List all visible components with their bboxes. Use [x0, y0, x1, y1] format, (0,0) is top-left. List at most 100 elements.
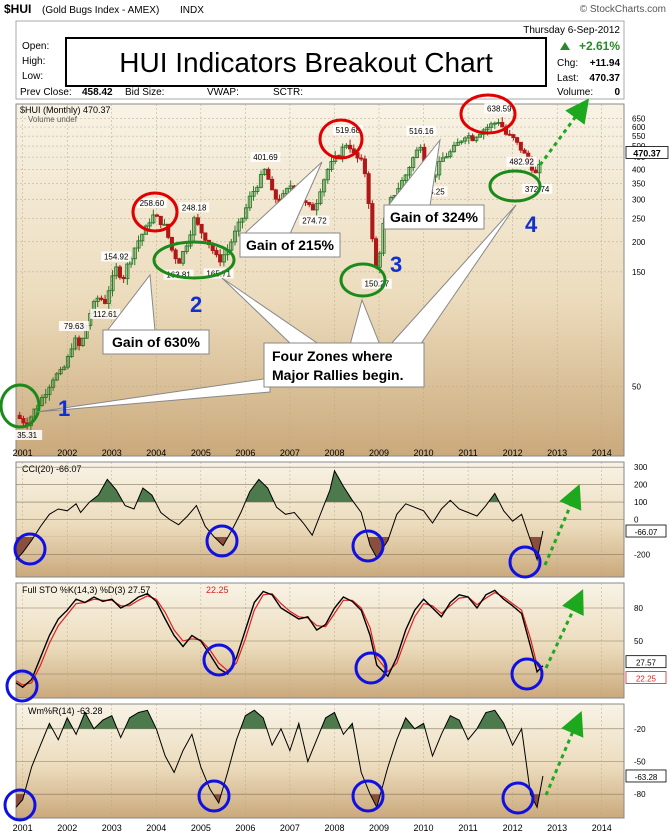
candle-body — [77, 337, 82, 347]
cci-overlays — [13, 483, 582, 579]
candle-body — [251, 191, 256, 197]
candle-body — [437, 160, 442, 176]
price-annotation-bg — [179, 202, 210, 213]
candle-body — [381, 222, 386, 254]
price-annotation-bg — [299, 215, 330, 226]
price-annotation: 79.63 — [64, 322, 85, 331]
sto-blue-circle-1 — [5, 669, 39, 703]
sto-plot — [15, 589, 544, 689]
candle-body — [43, 394, 48, 398]
sto-overlays — [5, 589, 584, 703]
last-label: Last: — [557, 73, 579, 84]
last-value: 470.37 — [589, 73, 620, 84]
zone-number-1: 1 — [58, 396, 70, 421]
candle-body — [477, 133, 483, 138]
candle-body — [184, 245, 189, 252]
price-annotation-bg — [522, 183, 553, 194]
wmr-blue-circle-2 — [197, 779, 231, 813]
wmr-y-axis: -20 -50 -80 -63.28 — [625, 725, 667, 799]
candle-body — [114, 266, 119, 277]
green-ellipse-zone-1 — [0, 383, 41, 429]
sto-d-line — [15, 591, 544, 686]
candle-body — [407, 167, 412, 176]
red-circle-2004-top — [131, 191, 179, 233]
candle-body — [373, 238, 379, 268]
candle-body — [166, 223, 171, 238]
prev-close-value: 458.42 — [82, 87, 113, 98]
cci-blue-circle-1 — [13, 532, 47, 566]
exchange: INDX — [180, 5, 204, 16]
candle-body — [158, 215, 163, 226]
candle-body — [288, 185, 293, 190]
candle-body — [533, 169, 538, 174]
volume-legend: Volume undef — [28, 115, 78, 124]
sto-legend: Full STO %K(14,3) %D(3) 27.57 22.25 — [22, 585, 229, 595]
candle-body — [80, 337, 85, 347]
price-x-axis: 2001 2002 2003 2004 2005 2006 2007 2008 2009 2010… — [13, 448, 612, 458]
zone-number-3: 3 — [390, 252, 402, 277]
bottom-x-tick-label: 2010 — [414, 823, 434, 833]
indicator-last-value: -63.28 — [635, 773, 658, 782]
candle-body — [366, 173, 371, 205]
price-y-tick-label: 400 — [632, 165, 646, 174]
cci-blue-circle-2 — [205, 524, 239, 558]
price-last-value: 470.37 — [633, 148, 661, 158]
price-x-tick-label: 2012 — [503, 448, 523, 458]
candle-body — [21, 418, 26, 424]
callout-box — [263, 342, 425, 388]
candle-body — [515, 137, 520, 143]
candle-body — [17, 414, 22, 419]
price-annotation-bg — [90, 308, 121, 319]
price-annotation-bg — [136, 197, 167, 208]
chart-title: HUI Indicators Breakout Chart — [119, 47, 493, 78]
indicator-y-tick-label: -20 — [634, 725, 646, 734]
green-ellipse-zone-2 — [152, 240, 236, 280]
gain-324-label: Gain of 324% — [390, 209, 478, 225]
price-annotation: 482.92 — [509, 158, 534, 167]
price-annotation: 258.60 — [140, 199, 165, 208]
price-y-tick-label: 600 — [632, 123, 646, 132]
price-annotation: 638.59 — [487, 105, 512, 114]
candle-body — [403, 174, 408, 181]
candle-body — [69, 348, 74, 357]
bottom-x-tick-label: 2002 — [57, 823, 77, 833]
candle-body — [474, 136, 479, 142]
candle-body — [522, 149, 527, 154]
price-x-tick-label: 2006 — [235, 448, 255, 458]
candle-body — [411, 157, 416, 168]
candle-body — [418, 146, 423, 151]
vwap-label: VWAP: — [207, 87, 239, 98]
candle-body — [370, 203, 375, 240]
bottom-x-tick-label: 2004 — [146, 823, 166, 833]
sto-blue-circle-4 — [510, 657, 544, 691]
candle-body — [463, 137, 468, 142]
candle-body — [232, 230, 238, 243]
chg-label: Chg: — [557, 58, 578, 69]
index-name: (Gold Bugs Index - AMEX) — [42, 5, 159, 16]
price-annotation: 516.16 — [409, 127, 434, 136]
price-annotation-bg — [484, 103, 515, 114]
indicator-y-tick-label: 0 — [634, 516, 639, 525]
low-label: Low: — [22, 71, 43, 82]
sto-blue-circle-2 — [202, 643, 236, 677]
candle-body — [273, 189, 278, 200]
candle-body — [537, 164, 542, 174]
candle-body — [325, 169, 330, 181]
price-x-tick-label: 2009 — [369, 448, 389, 458]
price-annotation: 248.18 — [182, 203, 207, 212]
price-x-tick-label: 2002 — [57, 448, 77, 458]
price-x-tick-label: 2008 — [324, 448, 344, 458]
indicator-y-tick-label: 300 — [634, 463, 648, 472]
candle-body — [310, 204, 315, 211]
cci-blue-circle-4 — [508, 545, 542, 579]
callout-line-2: Major Rallies begin. — [272, 367, 403, 383]
price-annotation-bg — [361, 278, 392, 289]
volume-value: 0 — [614, 87, 620, 98]
bottom-x-tick-label: 2005 — [191, 823, 211, 833]
prev-close-label: Prev Close: — [20, 87, 72, 98]
candle-body — [359, 157, 364, 160]
price-annotation: 372.74 — [525, 185, 550, 194]
price-y-tick-label: 250 — [632, 215, 646, 224]
candle-body — [203, 232, 208, 241]
chart-header: $HUI (Gold Bugs Index - AMEX) INDX © Sto… — [4, 2, 666, 100]
